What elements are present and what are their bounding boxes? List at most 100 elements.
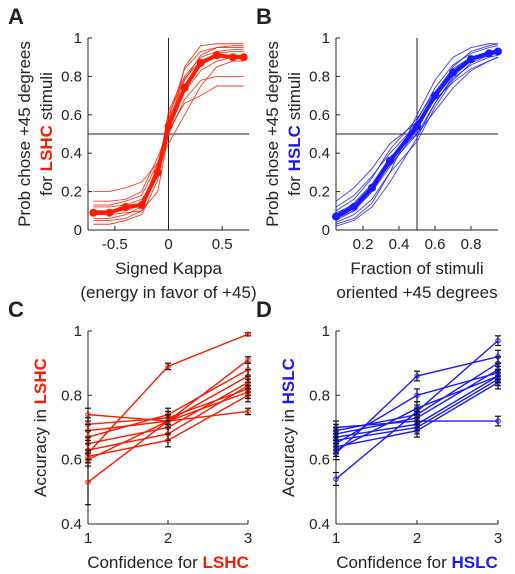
subject-curve — [93, 49, 244, 221]
x-tick-label: 0 — [164, 236, 172, 253]
mean-point — [467, 55, 475, 64]
y-axis-label: Prob chose +45 degrees for LSHC stimuli — [15, 41, 56, 227]
data-point — [245, 389, 251, 395]
data-point — [165, 363, 171, 370]
mean-curve — [335, 49, 499, 219]
mean-point — [228, 53, 237, 62]
y-tick-label: 0.8 — [309, 68, 330, 85]
subject-curve — [335, 52, 499, 223]
panel-letter: C — [8, 297, 24, 322]
y-tick-label: 0.6 — [61, 107, 82, 124]
mean-point — [332, 212, 340, 221]
x-label-text: Confidence for — [336, 553, 451, 572]
y-label-text: stimuli — [285, 72, 304, 125]
data-point — [495, 337, 501, 344]
x-label-text: Confidence for — [87, 553, 202, 572]
data-point — [245, 408, 251, 415]
mean-point — [180, 83, 189, 92]
data-point — [414, 428, 420, 434]
y-tick-label: 0.4 — [61, 516, 82, 533]
y-label-text: stimuli — [37, 72, 56, 125]
y-axis-label-line: Accuracy in HSLC — [279, 358, 298, 497]
x-axis-label: Confidence for HSLC — [336, 553, 498, 572]
y-axis-label-line1: Prob chose +45 degrees — [263, 41, 282, 227]
x-axis-label: Signed Kappa — [115, 259, 222, 278]
y-axis-label: Prob chose +45 degrees for HSLC stimuli — [263, 41, 304, 227]
x-tick-label: 0.5 — [212, 236, 233, 253]
panel-letter: B — [256, 4, 272, 29]
data-point — [414, 373, 420, 379]
subject-curve — [93, 60, 244, 193]
mean-point — [137, 201, 146, 210]
x-tick-label: 2 — [413, 530, 421, 547]
subject-curve — [335, 45, 499, 219]
y-axis-label: Accuracy in HSLC — [279, 358, 298, 497]
mean-point — [494, 47, 502, 56]
y-tick-label: 1 — [322, 30, 330, 47]
mean-point — [449, 68, 457, 77]
mean-point — [105, 208, 114, 217]
y-tick-label: 0.6 — [309, 107, 330, 124]
panel-a: A 0 0.2 0.4 0.6 0.8 1 -0.5 0 0.5 Signed Kappa (ener… — [8, 4, 257, 302]
y-tick-label: 0.8 — [309, 387, 330, 404]
y-tick-label: 1 — [74, 30, 82, 47]
x-tick-label: -0.5 — [102, 236, 128, 253]
x-tick-label: 2 — [164, 530, 172, 547]
y-axis-label-line1: Prob chose +45 degrees — [15, 41, 34, 227]
x-tick-label: 0.4 — [389, 236, 410, 253]
panel-b: B 0 0.2 0.4 0.6 0.8 1 0.2 0.4 0.6 0.8 Fraction of s… — [256, 4, 502, 302]
y-tick-label: 0.8 — [61, 68, 82, 85]
data-point — [495, 373, 501, 379]
panel-letter: D — [256, 297, 272, 322]
data-point — [165, 437, 171, 444]
mean-point — [386, 156, 394, 165]
x-axis-label: Fraction of stimuli — [350, 259, 483, 278]
y-label-text: for — [285, 171, 304, 196]
x-tick-label: 3 — [494, 530, 502, 547]
x-tick-label: 3 — [244, 530, 252, 547]
x-tick-label: 0.6 — [425, 236, 446, 253]
y-tick-label: 0.2 — [309, 184, 330, 201]
data-point — [333, 476, 339, 482]
data-point — [245, 357, 251, 363]
data-point — [414, 392, 420, 399]
x-axis-label: Confidence for LSHC — [87, 553, 249, 572]
x-label-highlight: LSHC — [203, 553, 249, 572]
y-tick-label: 1 — [74, 323, 82, 340]
x-tick-label: 0.2 — [353, 236, 374, 253]
mean-point — [196, 58, 205, 67]
x-label-highlight: HSLC — [452, 553, 498, 572]
data-point — [245, 331, 251, 337]
y-tick-label: 0.4 — [61, 145, 82, 162]
x-tick-label: 1 — [84, 530, 92, 547]
x-tick-label: 1 — [332, 530, 340, 547]
mean-point — [350, 202, 358, 211]
mean-point — [368, 183, 376, 192]
y-label-text: for — [37, 171, 56, 196]
mean-point — [431, 91, 439, 100]
data-point — [165, 418, 171, 424]
x-axis-label: oriented +45 degrees — [336, 283, 497, 302]
subject-curve — [335, 56, 499, 216]
mean-point — [89, 208, 98, 217]
panel-letter: A — [8, 4, 24, 29]
y-label-highlight: HSLC — [279, 358, 298, 404]
mean-point — [485, 49, 493, 58]
mean-point — [413, 122, 421, 131]
y-axis-label-line: Accuracy in LSHC — [31, 358, 50, 497]
data-point — [495, 418, 501, 424]
y-tick-label: 0.4 — [309, 516, 330, 533]
y-tick-label: 0.8 — [61, 387, 82, 404]
y-label-highlight: LSHC — [31, 358, 50, 404]
y-tick-label: 0 — [322, 222, 330, 239]
y-axis-label-line2: for LSHC stimuli — [37, 72, 56, 196]
mean-point — [153, 168, 162, 177]
data-point — [85, 411, 91, 418]
subject-curve — [335, 43, 498, 225]
y-axis-label: Accuracy in LSHC — [31, 358, 50, 497]
y-tick-label: 0.4 — [309, 145, 330, 162]
data-point — [85, 479, 91, 485]
